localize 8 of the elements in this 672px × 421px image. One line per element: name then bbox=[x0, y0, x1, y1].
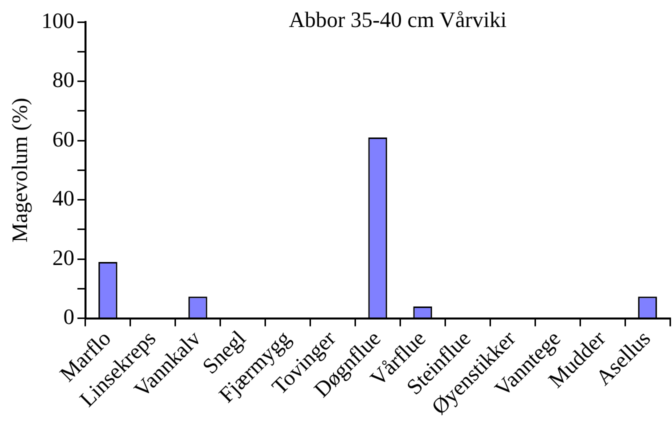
y-axis-title: Magevolum (%) bbox=[6, 98, 32, 243]
y-tick-label: 20 bbox=[52, 244, 74, 270]
chart-title: Abbor 35-40 cm Vårviki bbox=[288, 6, 507, 32]
y-tick-label: 60 bbox=[52, 126, 74, 152]
y-tick-label: 100 bbox=[41, 8, 74, 33]
y-tick-label: 0 bbox=[63, 304, 74, 330]
y-tick-label: 40 bbox=[52, 186, 74, 211]
y-tick-label: 80 bbox=[52, 67, 74, 92]
